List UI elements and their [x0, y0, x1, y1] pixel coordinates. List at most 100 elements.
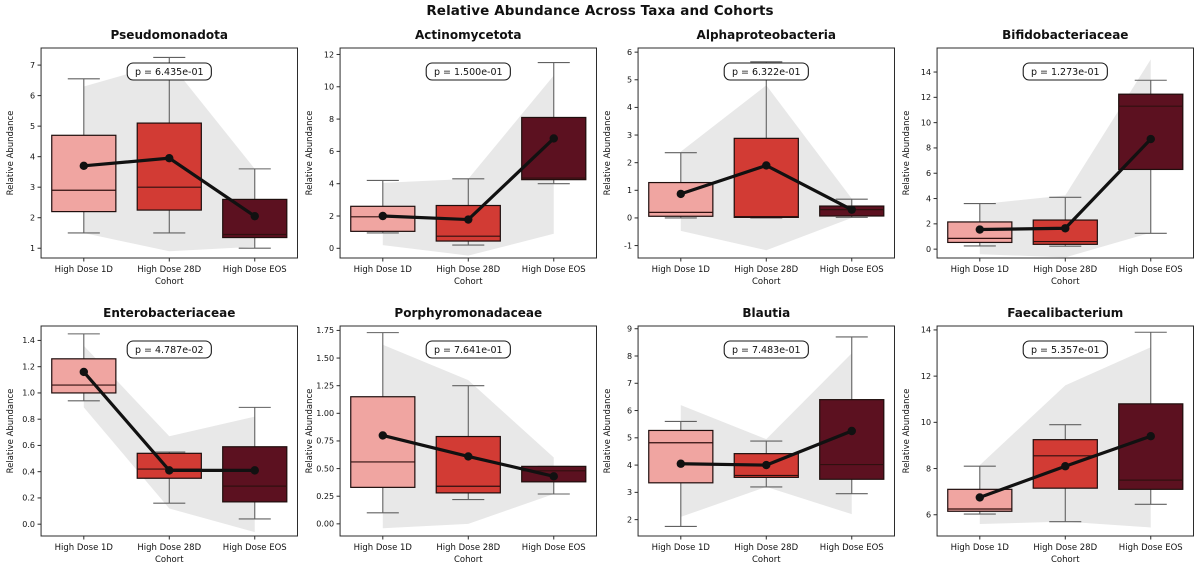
y-axis-label: Relative Abundance	[603, 111, 613, 196]
p-value-label: p = 1.273e-01	[1030, 67, 1099, 78]
x-axis-label: Cohort	[752, 555, 781, 565]
spread-band	[979, 59, 1151, 258]
spread-band	[83, 345, 255, 533]
x-tick-label: High Dose 28D	[1033, 543, 1097, 553]
y-tick-label: 3	[627, 488, 632, 497]
x-tick-label: High Dose EOS	[820, 543, 884, 553]
y-tick-label: 12	[920, 93, 930, 102]
x-tick-label: High Dose EOS	[223, 265, 287, 275]
y-tick-label: 3	[30, 183, 35, 192]
y-axis-label: Relative Abundance	[6, 389, 16, 474]
y-tick-label: 4	[627, 103, 632, 112]
p-value-box	[126, 340, 212, 359]
y-tick-label: 8	[328, 115, 333, 124]
mean-marker	[378, 431, 387, 440]
mean-marker	[549, 134, 558, 143]
y-tick-label: 6	[925, 511, 930, 520]
subplot-title: Enterobacteriaceae	[103, 306, 235, 320]
p-value-label: p = 7.641e-01	[433, 345, 502, 356]
plot-area	[648, 336, 885, 528]
y-tick-label: 0	[925, 245, 930, 254]
y-tick-label: 7	[627, 379, 632, 388]
figure-header: Relative Abundance Across Taxa and Cohor…	[0, 0, 1200, 26]
box-high-dose-eos	[520, 116, 586, 181]
boxplot-chart: p = 1.273e-01 0 2 4 6 8 10 12 14 High Dose 1D High…	[902, 28, 1194, 287]
mean-marker	[378, 211, 387, 221]
y-tick-label: 10	[920, 118, 930, 127]
y-axis-label: Relative Abundance	[902, 111, 912, 196]
y-tick-label: 0.8	[22, 415, 35, 424]
x-tick-label: High Dose 28D	[734, 265, 798, 275]
subplot-title: Bifidobacteriaceae	[1002, 28, 1128, 42]
y-tick-label: 1.50	[316, 354, 334, 363]
y-tick-label: 0	[627, 214, 632, 223]
mean-marker	[165, 153, 174, 163]
subplot-faecalibacterium: p = 5.357e-01 6 8 10 12 14 High Dose 1D High Do…	[899, 304, 1198, 582]
y-tick-label: 14	[920, 68, 930, 77]
subplot-enterobacteriaceae: p = 4.787e-02 0.0 0.2 0.4 0.6 0.8 1.0 1.2 1.4 Hig…	[3, 304, 302, 582]
boxplot-chart: p = 6.435e-01 1 2 3 4 5 6 7 High Dose 1D High Dos…	[6, 28, 298, 287]
x-tick-label: High Dose 28D	[436, 543, 500, 553]
figure-title: Relative Abundance Across Taxa and Cohor…	[426, 3, 774, 19]
y-axis-label: Relative Abundance	[305, 389, 315, 474]
mean-marker	[1060, 224, 1069, 233]
subplot-actinomycetota: p = 1.500e-01 0 2 4 6 8 10 12 High Dose 1D High D…	[302, 26, 601, 304]
mean-marker	[463, 215, 472, 224]
plot-area	[648, 61, 885, 251]
plot-area	[51, 333, 288, 533]
y-tick-label: 1.4	[22, 336, 35, 345]
x-tick-label: High Dose 1D	[55, 265, 114, 275]
mean-marker	[463, 452, 472, 461]
y-tick-label: 1.75	[316, 326, 334, 335]
boxplot-chart: p = 4.787e-02 0.0 0.2 0.4 0.6 0.8 1.0 1.2 1.4 Hig…	[6, 306, 298, 565]
subplot-blautia: p = 7.483e-01 2 3 4 5 6 7 8 9 High Dose 1D High Do…	[600, 304, 899, 582]
y-tick-label: 1.0	[22, 389, 35, 398]
y-tick-label: 4	[328, 179, 333, 188]
y-tick-label: 1	[30, 244, 35, 253]
y-tick-label: 7	[30, 61, 35, 70]
subplot-title: Alphaproteobacteria	[697, 28, 836, 42]
mean-marker	[79, 161, 89, 171]
y-tick-label: 1.2	[22, 362, 35, 371]
x-tick-label: High Dose EOS	[223, 543, 287, 553]
y-tick-label: 2	[627, 158, 632, 167]
p-value-label: p = 5.357e-01	[1030, 345, 1099, 356]
mean-marker	[1060, 462, 1069, 471]
p-value-box	[425, 340, 511, 359]
subplot-title: Blautia	[742, 306, 790, 320]
subplot-title: Faecalibacterium	[1007, 306, 1123, 320]
x-tick-label: High Dose 28D	[734, 543, 798, 553]
y-tick-label: 6	[627, 406, 632, 415]
mean-marker	[975, 493, 984, 502]
x-tick-label: High Dose 1D	[950, 265, 1009, 275]
y-tick-label: 0.00	[316, 520, 334, 529]
plot-area	[349, 61, 586, 256]
box-high-dose-1d	[51, 134, 117, 213]
subplot-title: Porphyromonadaceae	[394, 306, 542, 320]
x-tick-label: High Dose EOS	[1118, 265, 1182, 275]
spread-band	[680, 353, 852, 517]
y-tick-label: 0	[328, 244, 333, 253]
y-tick-label: 2	[328, 212, 333, 221]
y-axis-label: Relative Abundance	[902, 389, 912, 474]
x-tick-label: High Dose 28D	[137, 265, 201, 275]
y-tick-label: 2	[30, 214, 35, 223]
p-value-box	[1022, 340, 1108, 359]
p-value-box	[723, 62, 809, 81]
y-tick-label: 6	[925, 169, 930, 178]
x-axis-label: Cohort	[155, 555, 184, 565]
x-tick-label: High Dose 28D	[1033, 265, 1097, 275]
plot-area	[349, 332, 586, 529]
x-tick-label: High Dose 28D	[436, 265, 500, 275]
y-tick-label: 10	[920, 418, 930, 427]
boxplot-chart: p = 6.322e-01 -1 0 1 2 3 4 5 6 High Dose 1D High D…	[603, 28, 895, 287]
y-axis-label: Relative Abundance	[603, 389, 613, 474]
subplot-pseudomonadota: p = 6.435e-01 1 2 3 4 5 6 7 High Dose 1D High Dos…	[3, 26, 302, 304]
x-tick-label: High Dose 1D	[353, 543, 412, 553]
y-tick-label: 0.2	[22, 494, 35, 503]
box-high-dose-28d	[435, 435, 501, 494]
x-tick-label: High Dose 1D	[652, 543, 711, 553]
y-tick-label: 8	[925, 144, 930, 153]
mean-marker	[676, 189, 686, 199]
x-axis-label: Cohort	[1050, 555, 1079, 565]
